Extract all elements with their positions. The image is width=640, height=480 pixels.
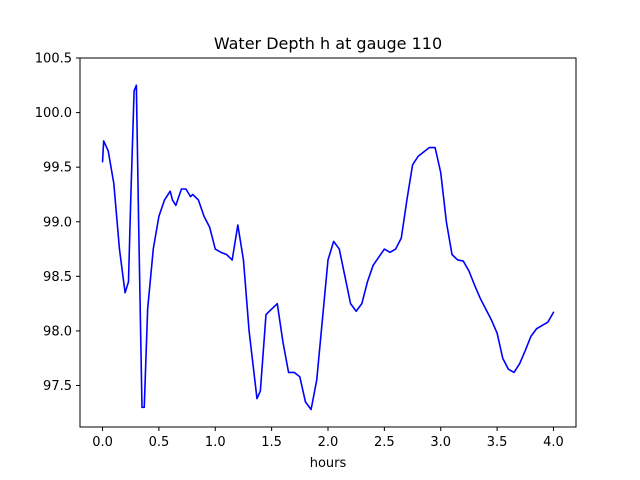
chart-title: Water Depth h at gauge 110	[214, 34, 442, 53]
x-tick-label: 0.0	[92, 435, 113, 450]
y-axis: 97.5 98.0 98.5 99.0 99.5 100.0 100.5	[35, 52, 80, 394]
y-tick-label: 98.5	[43, 270, 72, 285]
x-tick-label: 2.0	[318, 435, 339, 450]
x-tick-label: 0.5	[149, 435, 170, 450]
y-tick-label: 100.0	[35, 106, 72, 121]
y-tick-label: 100.5	[35, 52, 72, 67]
y-tick-label: 97.5	[43, 379, 72, 394]
x-tick-label: 4.0	[543, 435, 564, 450]
x-tick-label: 3.0	[430, 435, 451, 450]
x-tick-label: 1.5	[261, 435, 282, 450]
x-tick-label: 3.5	[487, 435, 508, 450]
y-tick-label: 98.0	[43, 324, 72, 339]
y-tick-label: 99.0	[43, 215, 72, 230]
x-tick-label: 2.5	[374, 435, 395, 450]
x-axis-label: hours	[310, 456, 347, 471]
y-tick-label: 99.5	[43, 161, 72, 176]
series-line-0	[101, 84, 555, 411]
x-axis: 0.0 0.5 1.0 1.5 2.0 2.5 3.0 3.5 4.0	[92, 427, 564, 450]
x-tick-label: 1.0	[205, 435, 226, 450]
